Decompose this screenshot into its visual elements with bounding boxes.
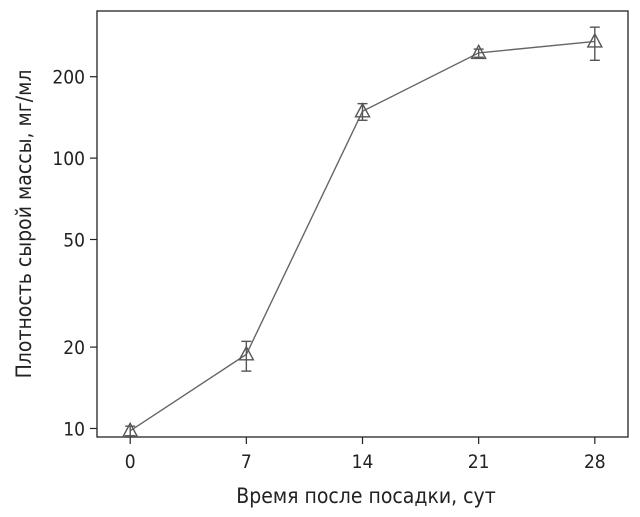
x-tick-label: 14 [352,451,374,473]
y-tick-label: 50 [63,229,85,251]
data-point-triangle [354,102,371,118]
data-point-triangle [238,345,255,361]
plot-frame [96,10,629,438]
x-axis-label: Время после посадки, сут [236,484,495,508]
data-series [122,26,603,438]
x-tick-label: 28 [584,451,606,473]
y-tick-label: 10 [63,418,85,440]
x-tick-label: 7 [241,451,252,473]
y-axis-ticks: 10 20 50 100 200 [52,67,97,440]
series-line [129,40,595,432]
x-tick-label: 0 [125,451,136,473]
x-tick-label: 21 [468,451,490,473]
data-point-triangle [122,421,139,438]
y-tick-label: 100 [52,148,85,170]
y-tick-label: 200 [52,67,85,89]
y-axis-label: Плотность сырой массы, мг/мл [12,70,36,379]
data-point-triangle [586,32,603,48]
y-tick-label: 20 [63,337,85,359]
x-axis-ticks: 0 7 14 21 28 [125,437,606,473]
data-point-triangle [470,43,487,60]
